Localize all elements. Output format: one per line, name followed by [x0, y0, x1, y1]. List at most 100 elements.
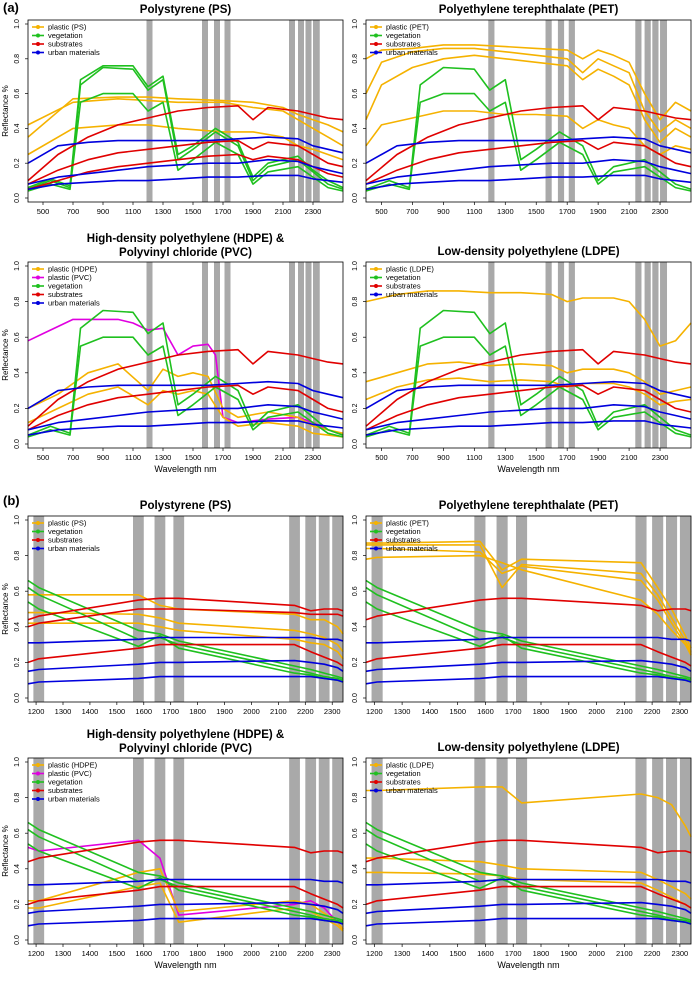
- legend-label: vegetation: [48, 778, 83, 787]
- absorption-band: [224, 262, 231, 448]
- y-tick-label: 1.0: [14, 19, 21, 29]
- legend-label: vegetation: [48, 527, 83, 536]
- y-tick-label: 1.0: [14, 261, 21, 271]
- x-tick-label: 1800: [533, 707, 550, 716]
- series-line: [366, 786, 692, 838]
- legend-swatch-dot: [36, 267, 40, 271]
- x-tick-label: 1700: [162, 707, 179, 716]
- y-tick-label: 0.4: [352, 622, 359, 632]
- plot-frame: [365, 757, 692, 945]
- x-tick-label: 1300: [497, 453, 514, 462]
- y-tick-label: 1.0: [352, 515, 359, 525]
- series-line: [366, 547, 692, 656]
- x-tick-label: 1200: [366, 949, 383, 958]
- x-tick-label: 1300: [55, 949, 72, 958]
- x-axis-label: Wavelength nm: [154, 960, 216, 970]
- absorption-band: [214, 262, 220, 448]
- chart-b-4: 0.0 0.2 0.4 0.6 0.8 1.0 1200 1300 1400 1500 1600 17…: [1, 500, 344, 716]
- y-tick-label: 0.0: [14, 193, 21, 203]
- legend-label: vegetation: [386, 273, 421, 282]
- x-tick-label: 2300: [324, 949, 341, 958]
- series-line: [365, 659, 692, 673]
- legend-label: vegetation: [386, 769, 421, 778]
- y-tick-label: 0.8: [352, 297, 359, 307]
- x-tick-label: 1100: [466, 453, 482, 462]
- legend-label: plastic (HDPE): [48, 761, 98, 770]
- legend-swatch-dot: [374, 529, 378, 534]
- legend-swatch-dot: [36, 521, 40, 525]
- absorption-band: [545, 262, 552, 448]
- x-tick-label: 1700: [162, 949, 179, 958]
- legend-label: urban materials: [48, 299, 100, 308]
- series-line: [28, 867, 344, 930]
- x-tick-label: 1300: [55, 707, 72, 716]
- series-line: [27, 105, 344, 182]
- y-tick-label: 0.8: [352, 551, 359, 561]
- x-tick-label: 1500: [109, 707, 126, 716]
- legend-swatch-dot: [36, 50, 40, 55]
- legend-swatch-dot: [374, 284, 378, 288]
- legend-label: plastic (PVC): [48, 769, 92, 778]
- x-tick-label: 1400: [422, 707, 439, 716]
- legend-swatch-dot: [374, 771, 378, 776]
- series-line: [27, 96, 344, 138]
- legend-swatch-dot: [36, 301, 40, 305]
- x-tick-label: 2100: [275, 207, 292, 216]
- chart-a-1: 0.0 0.2 0.4 0.6 0.8 1.0 500 700 900 1100 1300 1500 1…: [352, 4, 692, 216]
- legend-swatch-dot: [36, 529, 40, 534]
- legend-swatch-dot: [36, 797, 40, 801]
- y-tick-label: 0.0: [352, 439, 359, 449]
- series-line: [27, 917, 344, 927]
- legend-label: urban materials: [386, 290, 438, 299]
- legend-label: urban materials: [48, 48, 100, 57]
- chart-b-6: 0.0 0.2 0.4 0.6 0.8 1.0 1200 1300 1400 1500 1600 17…: [1, 729, 344, 970]
- series-line: [365, 136, 692, 164]
- x-tick-label: 2100: [621, 207, 638, 216]
- x-tick-label: 2200: [297, 707, 314, 716]
- x-axis-label: Wavelength nm: [154, 464, 216, 474]
- legend-label: plastic (PS): [48, 519, 87, 528]
- legend-swatch-dot: [374, 42, 378, 46]
- series-line: [27, 420, 344, 436]
- x-tick-label: 1500: [528, 207, 545, 216]
- legend-swatch-dot: [36, 33, 40, 38]
- x-tick-label: 1100: [466, 207, 482, 216]
- y-tick-label: 0.6: [14, 586, 21, 596]
- y-tick-label: 0.8: [14, 793, 21, 803]
- legend-swatch-dot: [36, 25, 40, 29]
- series-line: [365, 66, 692, 191]
- x-tick-label: 2300: [672, 707, 689, 716]
- legend-swatch-dot: [36, 538, 40, 542]
- y-tick-label: 1.0: [352, 19, 359, 29]
- y-tick-label: 0.2: [14, 899, 21, 909]
- chart-b-5: 0.0 0.2 0.4 0.6 0.8 1.0 1200 1300 1400 1500 1600 17…: [352, 500, 692, 716]
- x-tick-label: 2100: [270, 949, 287, 958]
- series-line: [365, 290, 692, 347]
- y-tick-label: 0.4: [352, 864, 359, 874]
- x-tick-label: 1600: [135, 707, 152, 716]
- x-tick-label: 2300: [652, 453, 669, 462]
- legend-label: substrates: [48, 40, 83, 49]
- x-tick-label: 1500: [528, 453, 545, 462]
- series-line: [27, 839, 344, 930]
- plot-frame: [365, 261, 692, 449]
- series-line: [365, 377, 692, 406]
- legend-label: urban materials: [48, 544, 100, 553]
- y-tick-label: 0.0: [352, 693, 359, 703]
- y-tick-label: 0.0: [14, 439, 21, 449]
- series-line: [27, 158, 344, 185]
- plot-frame: [365, 515, 692, 703]
- x-tick-label: 2300: [324, 707, 341, 716]
- chart-title: Polyethylene terephthalate (PET): [439, 4, 619, 16]
- series-line: [27, 384, 344, 431]
- y-tick-label: 1.0: [352, 261, 359, 271]
- absorption-band: [224, 20, 231, 202]
- legend-label: plastic (LDPE): [386, 265, 434, 274]
- series-line: [365, 586, 692, 681]
- legend-swatch-dot: [36, 292, 40, 297]
- absorption-band: [289, 516, 300, 702]
- series-line: [28, 882, 344, 932]
- series-line: [365, 105, 692, 182]
- series-line: [28, 878, 344, 886]
- series-line: [27, 336, 344, 438]
